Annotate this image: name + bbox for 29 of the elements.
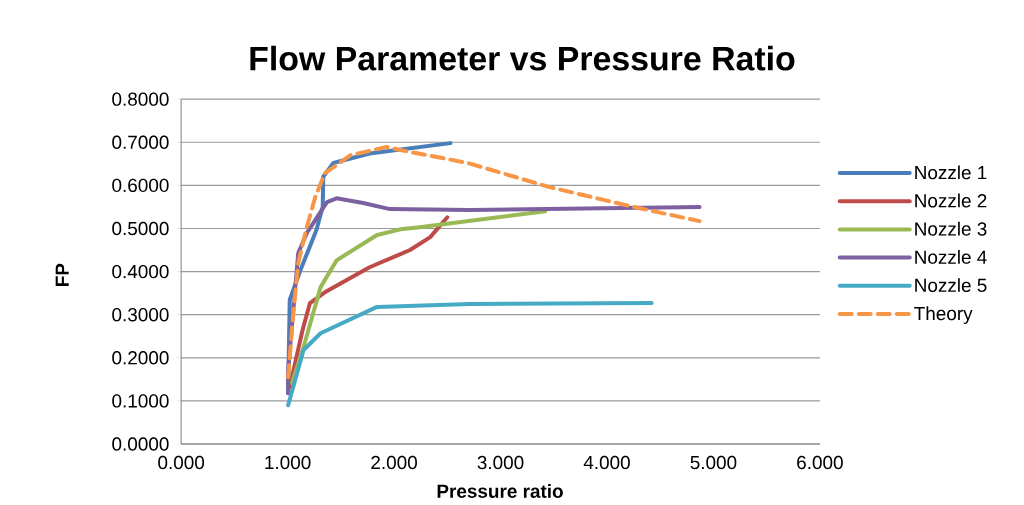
chart-title: Flow Parameter vs Pressure Ratio (250, 45, 795, 71)
x-tick-label: 6.000 (797, 455, 843, 470)
y-tick-label: 0.7000 (112, 135, 169, 149)
legend-label: Theory (914, 306, 973, 324)
y-tick-label: 0.3000 (112, 307, 169, 322)
legend-label: Nozzle 3 (915, 221, 987, 236)
y-tick-label: 0.5000 (112, 221, 169, 236)
y-tick-label: 0.6000 (112, 178, 169, 192)
y-tick-label: 0.0000 (112, 437, 169, 451)
y-tick-label: 0.2000 (112, 351, 169, 365)
legend-label: Nozzle 2 (915, 193, 987, 208)
x-tick-label: 1.000 (265, 455, 311, 470)
y-tick-label: 0.4000 (112, 264, 169, 279)
line-series (289, 209, 548, 386)
y-tick-label: 0.8000 (112, 92, 169, 106)
x-tick-label: 4.000 (583, 455, 630, 470)
x-tick-label: 2.000 (371, 455, 417, 470)
y-tick-label: 0.1000 (112, 394, 169, 408)
legend-label: Nozzle 4 (915, 249, 987, 264)
x-tick-label: 3.000 (477, 455, 524, 470)
legend-label: Nozzle 5 (915, 278, 987, 292)
line-series (287, 215, 450, 390)
legend-label: Nozzle 1 (915, 165, 987, 180)
y-axis-title: FP (55, 263, 69, 286)
x-axis-title: Pressure ratio (437, 483, 563, 498)
x-tick-label: 0.000 (158, 455, 205, 470)
line-series (286, 144, 702, 380)
line-series (286, 300, 654, 408)
x-tick-label: 5.000 (690, 455, 737, 470)
